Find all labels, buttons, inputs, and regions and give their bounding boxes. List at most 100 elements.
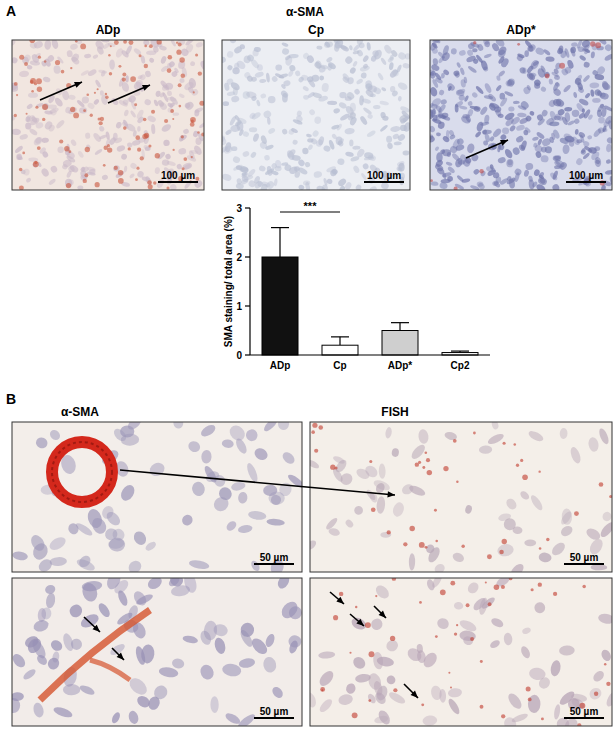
cell bbox=[267, 117, 271, 125]
cell bbox=[231, 95, 240, 103]
cell bbox=[545, 56, 554, 62]
cell bbox=[432, 58, 438, 66]
scale-bar bbox=[158, 181, 198, 183]
cell bbox=[570, 48, 577, 58]
cell bbox=[163, 140, 170, 147]
cell bbox=[135, 592, 154, 606]
micrograph-background bbox=[222, 40, 410, 190]
error-cap bbox=[391, 322, 409, 323]
cell bbox=[259, 183, 268, 190]
cell bbox=[445, 161, 452, 166]
cell bbox=[574, 74, 584, 85]
cell bbox=[363, 463, 380, 479]
cell bbox=[48, 428, 62, 442]
cell bbox=[318, 651, 335, 659]
cell bbox=[239, 165, 249, 175]
cell bbox=[594, 157, 602, 168]
cell bbox=[571, 109, 580, 117]
cell bbox=[179, 78, 185, 84]
cell bbox=[477, 181, 484, 186]
cell bbox=[409, 553, 416, 570]
cell bbox=[78, 683, 95, 696]
cell bbox=[49, 557, 67, 567]
cell bbox=[503, 148, 513, 160]
cell bbox=[571, 42, 578, 47]
cell bbox=[144, 540, 158, 552]
cell bbox=[77, 150, 85, 159]
scale-bar-label: 50 µm bbox=[260, 552, 289, 563]
cell bbox=[260, 93, 266, 99]
stain-dot bbox=[172, 118, 174, 120]
cell bbox=[265, 144, 275, 151]
scale-bar-label: 100 µm bbox=[367, 170, 401, 181]
stain-dot bbox=[409, 526, 414, 531]
cell bbox=[137, 74, 143, 80]
cell bbox=[242, 150, 250, 157]
cell bbox=[115, 170, 126, 179]
cell bbox=[556, 47, 564, 55]
cell bbox=[304, 161, 311, 168]
micrograph bbox=[12, 40, 204, 190]
cell bbox=[380, 182, 389, 190]
bar-chart: ADpCpADp*Cp20123SMA staining/ total area… bbox=[223, 200, 490, 371]
cell bbox=[495, 84, 502, 92]
cell bbox=[369, 616, 385, 632]
stain-dot bbox=[522, 474, 528, 480]
cell bbox=[447, 166, 456, 175]
scale-bar bbox=[564, 563, 604, 565]
cell bbox=[110, 527, 127, 543]
cell bbox=[448, 688, 463, 698]
cell bbox=[506, 159, 514, 168]
cell bbox=[12, 698, 20, 713]
cell bbox=[23, 54, 32, 63]
cell bbox=[603, 105, 612, 113]
stain-dot bbox=[352, 712, 358, 718]
cell bbox=[331, 169, 338, 175]
stain-dot bbox=[30, 78, 36, 84]
cell bbox=[564, 107, 572, 112]
cell bbox=[562, 144, 570, 154]
stain-dot bbox=[179, 57, 184, 62]
cell bbox=[198, 663, 216, 682]
cell bbox=[180, 134, 188, 142]
stain-dot bbox=[520, 459, 523, 462]
cell bbox=[506, 176, 517, 185]
cell bbox=[275, 64, 282, 70]
cell bbox=[231, 146, 237, 151]
cell bbox=[69, 43, 78, 50]
stain-dot bbox=[553, 592, 557, 596]
cell bbox=[69, 636, 85, 652]
cell bbox=[292, 118, 303, 125]
cell bbox=[327, 101, 337, 106]
stain-dot bbox=[30, 80, 34, 84]
cell bbox=[339, 92, 347, 99]
stain-dot bbox=[85, 147, 90, 152]
cell bbox=[498, 512, 512, 522]
cell bbox=[352, 145, 360, 149]
cell bbox=[172, 112, 179, 116]
cell bbox=[409, 442, 427, 461]
stain-dot bbox=[191, 156, 193, 158]
stain-dot bbox=[333, 615, 338, 620]
cell bbox=[210, 696, 219, 713]
micrograph-background bbox=[430, 40, 612, 190]
stain-dot bbox=[528, 697, 532, 701]
cell bbox=[605, 159, 611, 164]
cell bbox=[477, 182, 486, 190]
cell bbox=[29, 60, 40, 66]
cell bbox=[418, 429, 430, 445]
cell bbox=[254, 47, 262, 53]
cell bbox=[345, 151, 354, 157]
cell bbox=[541, 155, 549, 162]
cell bbox=[307, 91, 316, 99]
stain-dot bbox=[473, 41, 476, 44]
stain-dot bbox=[147, 180, 152, 185]
stain-dot bbox=[330, 465, 335, 470]
cell bbox=[553, 704, 561, 720]
cell bbox=[588, 147, 598, 155]
cell bbox=[489, 102, 500, 110]
cell bbox=[463, 77, 467, 84]
cell bbox=[512, 146, 521, 155]
cell bbox=[402, 63, 410, 70]
cell bbox=[537, 117, 546, 126]
